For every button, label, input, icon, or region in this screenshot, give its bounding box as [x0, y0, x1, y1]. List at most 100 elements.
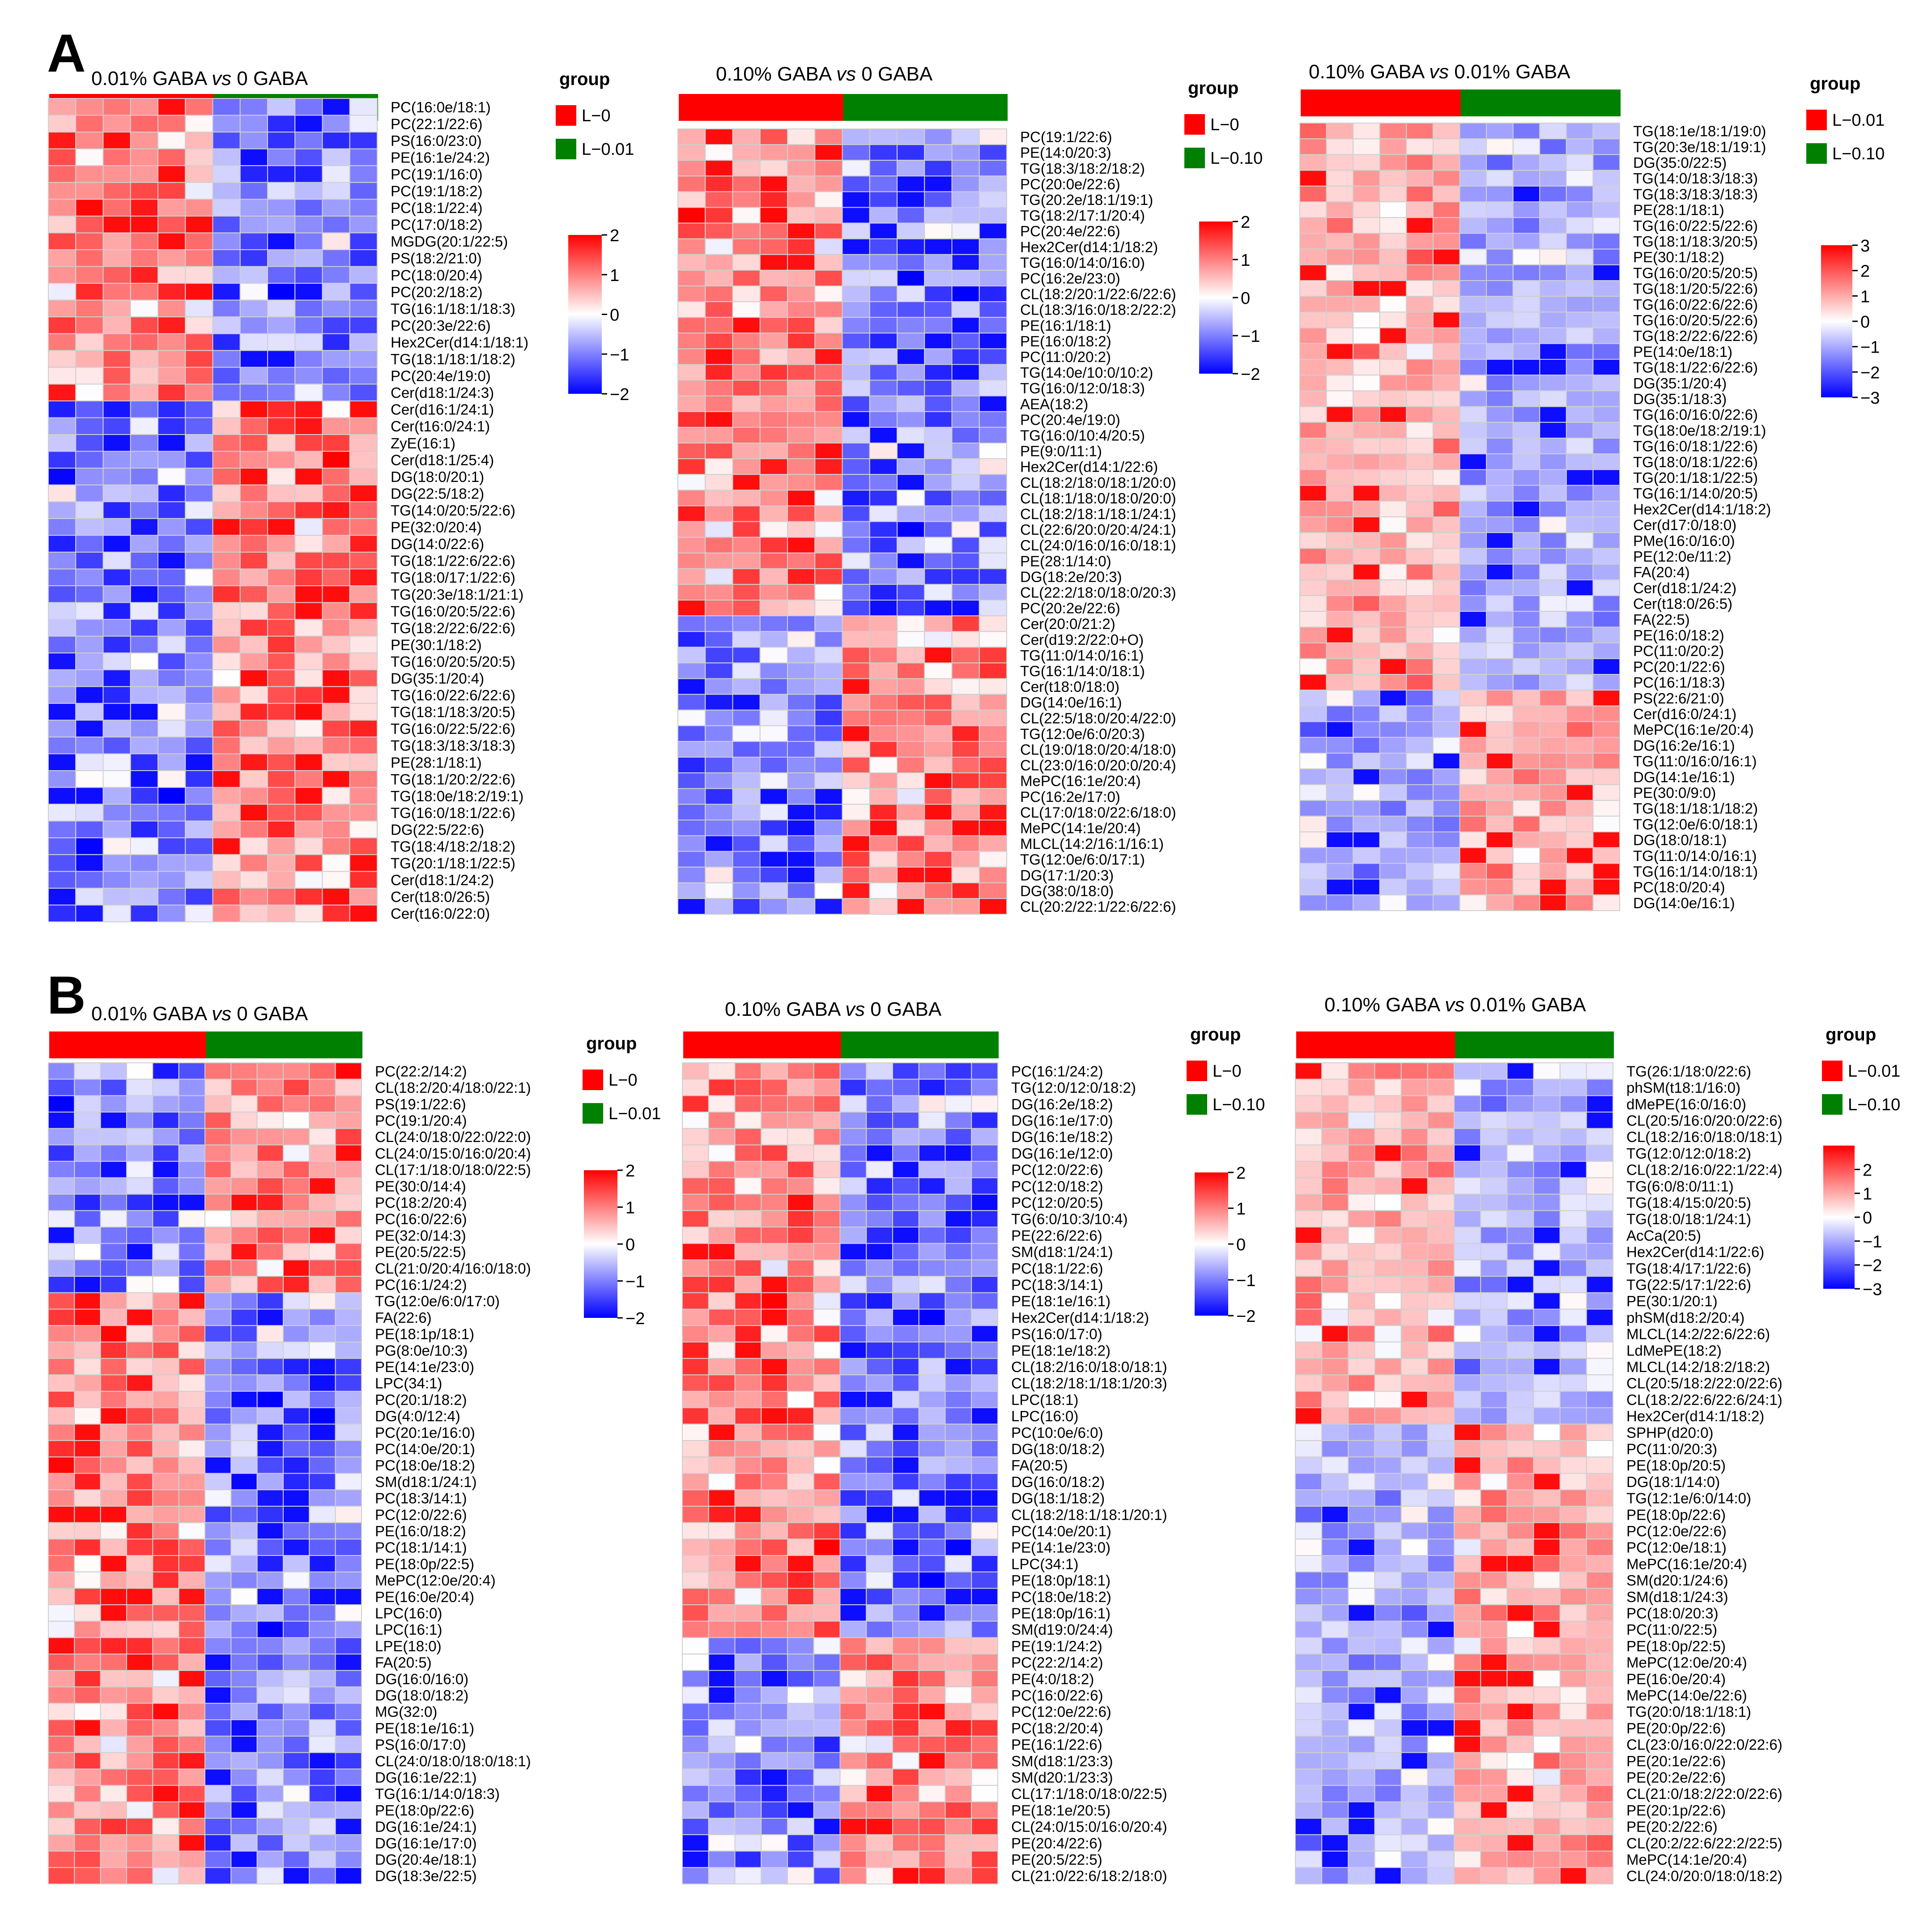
- heatmap-cell: [48, 1440, 75, 1457]
- heatmap-cell: [157, 753, 186, 771]
- heatmap-cell: [1459, 154, 1487, 171]
- heatmap-cell: [951, 678, 980, 695]
- heatmap-cell: [75, 602, 104, 620]
- heatmap-cell: [1427, 1078, 1455, 1096]
- heatmap-cell: [708, 1769, 736, 1786]
- heatmap-cell: [814, 866, 843, 883]
- row-label: TG(11:0/16:0/16:1): [1633, 753, 1757, 770]
- heatmap-cell: [918, 1358, 946, 1376]
- heatmap-cell: [1512, 233, 1540, 250]
- heatmap-cell: [1353, 217, 1380, 234]
- heatmap-cell: [100, 1259, 127, 1277]
- heatmap-cell: [126, 1637, 153, 1655]
- heatmap-cell: [1480, 1177, 1508, 1195]
- heatmap-cell: [126, 1210, 153, 1228]
- heatmap-cell: [1586, 1177, 1614, 1195]
- heatmap-cell: [349, 669, 378, 687]
- heatmap-cell: [126, 1538, 153, 1556]
- heatmap-cell: [1533, 1128, 1561, 1146]
- heatmap-cell: [1454, 1259, 1481, 1277]
- heatmap-cell: [945, 1325, 972, 1342]
- heatmap-cell: [126, 1670, 153, 1688]
- row-label: PE(30:0/14:4): [375, 1178, 466, 1194]
- heatmap-cell: [708, 1062, 736, 1080]
- heatmap-cell: [1586, 1391, 1614, 1408]
- heatmap-cell: [1406, 847, 1434, 864]
- heatmap-cell: [256, 1752, 284, 1770]
- row-label: CL(17:1/18:0/18:0/22:5): [375, 1162, 531, 1178]
- heatmap-cell: [705, 882, 733, 899]
- row-label: PE(16:0/18:2): [1020, 333, 1111, 349]
- heatmap-cell: [185, 299, 213, 318]
- heatmap-cell: [230, 1735, 258, 1753]
- heatmap-cell: [924, 207, 953, 224]
- heatmap-cell: [1506, 1489, 1534, 1507]
- heatmap-cell: [682, 1374, 709, 1392]
- heatmap-cell: [309, 1144, 336, 1162]
- heatmap-cell: [924, 364, 953, 381]
- heatmap-cell: [1348, 1505, 1375, 1523]
- title-part: 0.01% GABA: [91, 1003, 212, 1025]
- heatmap-cell: [979, 600, 1007, 617]
- heatmap-cell: [178, 1193, 206, 1211]
- heatmap-cell: [102, 484, 131, 503]
- heatmap-cell: [309, 1588, 336, 1606]
- heatmap-cell: [1406, 658, 1434, 675]
- heatmap-cell: [102, 115, 131, 133]
- row-label: TG(12:0e/6:0/17:0): [375, 1293, 500, 1309]
- row-label: MePC(12:0e/20:4): [375, 1572, 496, 1589]
- heatmap-cell: [842, 537, 870, 554]
- heatmap-cell: [924, 882, 953, 899]
- heatmap-cell: [1400, 1473, 1428, 1491]
- heatmap-cell: [212, 115, 241, 133]
- heatmap-cell: [1326, 674, 1354, 691]
- heatmap-cell: [48, 820, 77, 839]
- heatmap-cell: [1353, 626, 1380, 644]
- scale-tick-label: 1: [626, 1199, 635, 1218]
- scale-tick-label: 0: [626, 1236, 635, 1254]
- heatmap-cell: [48, 1193, 75, 1211]
- heatmap-cell: [1326, 894, 1354, 912]
- row-label: SM(d20:1/23:3): [1011, 1769, 1113, 1786]
- heatmap-cell: [1379, 311, 1407, 328]
- heatmap-cell: [256, 1456, 284, 1474]
- heatmap-cell: [283, 1193, 310, 1211]
- heatmap-cell: [734, 1128, 762, 1146]
- heatmap-cell: [1480, 1489, 1508, 1507]
- heatmap-cell: [732, 835, 761, 852]
- heatmap-cell: [869, 238, 898, 255]
- heatmap-cell: [979, 505, 1007, 522]
- heatmap-cell: [945, 1654, 972, 1671]
- heatmap-cell: [814, 269, 843, 287]
- heatmap-cell: [945, 1456, 972, 1474]
- heatmap-cell: [761, 1834, 788, 1852]
- heatmap-cell: [842, 379, 870, 396]
- heatmap-cell: [734, 1801, 762, 1819]
- heatmap-cell: [204, 1210, 232, 1228]
- heatmap-cell: [239, 518, 268, 536]
- row-label: TG(18:0/17:1/22:6): [391, 569, 515, 586]
- heatmap-cell: [897, 364, 925, 381]
- heatmap-cell: [839, 1341, 867, 1359]
- heatmap-cell: [178, 1112, 206, 1129]
- row-label: CL(18:2/18:1/18:1/20:3): [1011, 1375, 1167, 1392]
- heatmap-cell: [1400, 1095, 1428, 1113]
- row-label: MG(32:0): [375, 1704, 437, 1720]
- heatmap-cell: [102, 333, 131, 351]
- title-part: vs: [1429, 61, 1449, 83]
- heatmap-cell: [349, 736, 378, 754]
- heatmap-cell: [1559, 1850, 1587, 1868]
- heatmap-cell: [971, 1243, 998, 1261]
- heatmap-cell: [1566, 894, 1594, 912]
- title-part: 0 GABA: [231, 1003, 308, 1025]
- heatmap-cell: [1400, 1276, 1428, 1293]
- heatmap-cell: [1480, 1752, 1508, 1770]
- heatmap-cell: [1539, 611, 1567, 628]
- heatmap-cell: [152, 1489, 179, 1507]
- heatmap-cell: [294, 753, 323, 771]
- heatmap-cell: [256, 1505, 284, 1523]
- heatmap-cell: [1379, 217, 1407, 234]
- heatmap-cell: [1348, 1325, 1375, 1342]
- heatmap-cell: [178, 1769, 206, 1786]
